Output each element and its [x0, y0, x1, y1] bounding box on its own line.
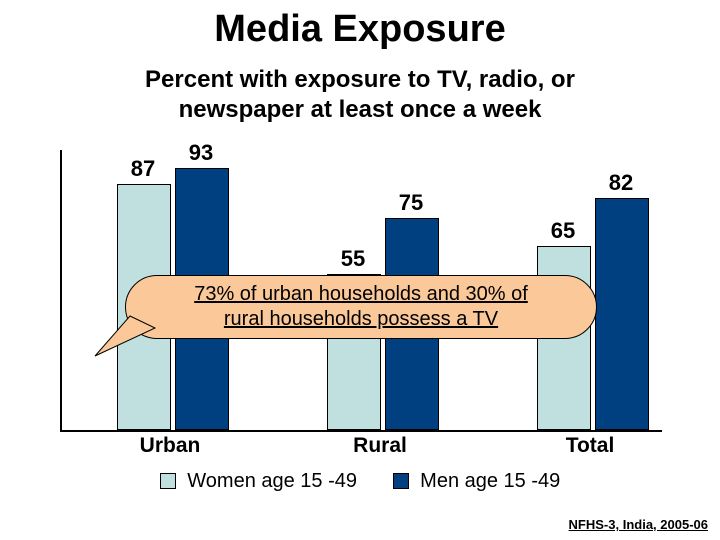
callout-text: 73% of urban households and 30% of rural… [194, 282, 528, 332]
legend-label-men: Men age 15 -49 [420, 470, 560, 492]
bar-label-men-rural: 75 [381, 190, 441, 216]
legend-label-women: Women age 15 -49 [187, 470, 357, 492]
callout-tail [90, 308, 160, 358]
legend-swatch-men [393, 473, 409, 489]
category-label-total: Total [530, 434, 650, 458]
bar-label-women-total: 65 [533, 218, 593, 244]
legend-swatch-women [160, 473, 176, 489]
slide-subtitle: Percent with exposure to TV, radio, or n… [0, 65, 720, 125]
category-label-urban: Urban [110, 434, 230, 458]
bar-men-total [595, 198, 649, 430]
bar-label-women-urban: 87 [113, 156, 173, 182]
slide-title: Media Exposure [0, 8, 720, 51]
bar-label-men-total: 82 [591, 170, 651, 196]
callout-line1: 73% of urban households and 30% of [194, 283, 528, 305]
callout-line2: rural households possess a TV [224, 308, 498, 330]
callout-bubble: 73% of urban households and 30% of rural… [125, 275, 597, 339]
category-label-rural: Rural [320, 434, 440, 458]
subtitle-line1: Percent with exposure to TV, radio, or [145, 66, 575, 93]
slide: Media Exposure Percent with exposure to … [0, 0, 720, 540]
subtitle-line2: newspaper at least once a week [179, 96, 542, 123]
legend: Women age 15 -49 Men age 15 -49 [0, 470, 720, 493]
bar-label-men-urban: 93 [171, 140, 231, 166]
bar-label-women-rural: 55 [323, 246, 383, 272]
footer-source: NFHS-3, India, 2005-06 [569, 517, 708, 532]
